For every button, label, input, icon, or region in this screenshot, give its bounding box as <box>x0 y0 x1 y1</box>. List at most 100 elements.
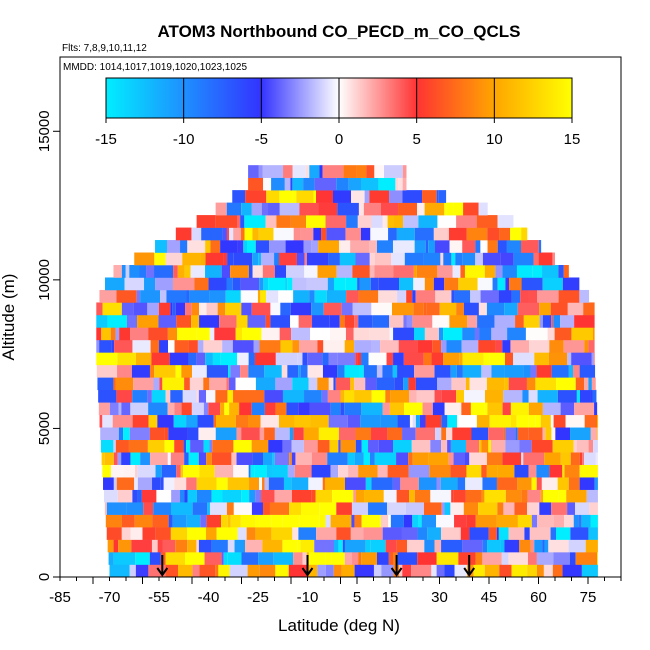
heatmap-cell <box>230 265 249 278</box>
heatmap-cell <box>425 414 442 428</box>
heatmap-cell <box>549 464 563 478</box>
heatmap-cell <box>480 289 499 303</box>
heatmap-cell <box>489 352 505 366</box>
x-tick-label: 60 <box>530 589 547 606</box>
heatmap-cell <box>563 339 585 353</box>
heatmap-cell <box>319 165 323 178</box>
heatmap-cell <box>241 302 252 316</box>
heatmap-cell <box>461 339 479 353</box>
heatmap-cell <box>229 227 234 241</box>
heatmap-cell <box>566 489 587 503</box>
heatmap-cell <box>286 402 299 416</box>
heatmap-cell <box>447 414 458 428</box>
heatmap-cell <box>136 289 141 303</box>
heatmap-cell <box>241 552 259 565</box>
heatmap-cell <box>412 314 433 328</box>
heatmap-cell <box>453 452 465 465</box>
heatmap-cell <box>539 314 543 328</box>
heatmap-cell <box>530 364 537 378</box>
heatmap-cell <box>454 564 468 577</box>
heatmap-cell <box>300 539 315 553</box>
heatmap-cell <box>215 215 238 228</box>
heatmap-cell <box>511 564 528 577</box>
heatmap-cell <box>506 240 522 253</box>
heatmap-cell <box>567 302 584 316</box>
heatmap-cell <box>338 539 343 553</box>
heatmap-cell <box>147 302 159 316</box>
heatmap-cell <box>322 165 344 178</box>
heatmap-cell <box>209 377 227 391</box>
heatmap-cell <box>480 240 488 253</box>
heatmap-cell <box>444 202 447 216</box>
heatmap-cell <box>278 414 295 428</box>
heatmap-cell <box>252 265 263 278</box>
heatmap-cell <box>503 502 515 515</box>
heatmap-cell <box>378 277 400 291</box>
heatmap-cell <box>528 414 536 428</box>
x-tick-label: -55 <box>148 589 170 606</box>
heatmap-cell <box>575 552 598 565</box>
heatmap-cell <box>328 352 338 366</box>
heatmap-cell <box>186 477 197 490</box>
heatmap-cell <box>279 190 293 203</box>
heatmap-cell <box>323 339 345 353</box>
heatmap-cell <box>467 314 478 328</box>
heatmap-cell <box>342 539 345 553</box>
heatmap-cell <box>96 364 118 378</box>
heatmap-cell <box>568 539 586 553</box>
heatmap-cell <box>283 165 293 178</box>
heatmap-cell <box>462 539 483 553</box>
heatmap-cell <box>484 489 506 503</box>
heatmap-cell <box>550 302 568 316</box>
heatmap-cell <box>441 389 457 403</box>
heatmap-cell <box>553 314 561 328</box>
heatmap-cell <box>176 464 181 478</box>
heatmap-cell <box>313 227 322 241</box>
heatmap-cell <box>539 502 552 515</box>
heatmap-cell <box>232 190 246 203</box>
x-axis: -85 -70 -55 -40 -25 -10 5 15 30 45 60 75 <box>49 577 622 606</box>
heatmap-cell <box>491 364 505 378</box>
heatmap-cell <box>236 314 248 328</box>
heatmap-cell <box>305 165 310 178</box>
heatmap-cell <box>369 190 390 203</box>
heatmap-cell <box>198 389 207 403</box>
heatmap-cell <box>289 427 294 441</box>
heatmap-cell <box>398 202 418 216</box>
heatmap-cell <box>402 427 416 441</box>
heatmap-cell <box>338 427 356 441</box>
heatmap-cell <box>165 552 186 565</box>
heatmap-cell <box>441 439 448 453</box>
heatmap-cell <box>451 377 466 391</box>
heatmap-cell <box>479 327 492 341</box>
heatmap-cell <box>129 564 136 577</box>
heatmap-cell <box>478 502 498 515</box>
heatmap-cell <box>259 277 264 291</box>
heatmap-cell <box>358 202 364 216</box>
heatmap-cell <box>418 514 422 528</box>
heatmap-cell <box>310 414 329 428</box>
heatmap-cell <box>389 327 394 341</box>
heatmap-cell <box>121 302 134 316</box>
heatmap-cell <box>389 190 403 203</box>
heatmap-cell <box>273 227 294 241</box>
heatmap-cell <box>203 339 223 353</box>
heatmap-cell <box>184 452 189 465</box>
heatmap-cell <box>368 439 379 453</box>
heatmap-cell <box>130 402 149 416</box>
heatmap-cell <box>443 327 463 341</box>
heatmap-cell <box>162 377 185 391</box>
heatmap-cell <box>248 464 251 478</box>
heatmap-cell <box>353 327 370 341</box>
heatmap-cell <box>324 477 345 490</box>
heatmap-cell <box>303 177 315 191</box>
heatmap-cell <box>361 552 378 565</box>
heatmap-cell <box>134 514 153 528</box>
heatmap-cell <box>135 564 149 577</box>
heatmap-cell <box>96 339 100 353</box>
y-tick-label: 10000 <box>36 259 53 301</box>
heatmap-cell <box>527 489 541 503</box>
heatmap-cell <box>271 527 293 540</box>
heatmap-cell <box>490 439 506 453</box>
